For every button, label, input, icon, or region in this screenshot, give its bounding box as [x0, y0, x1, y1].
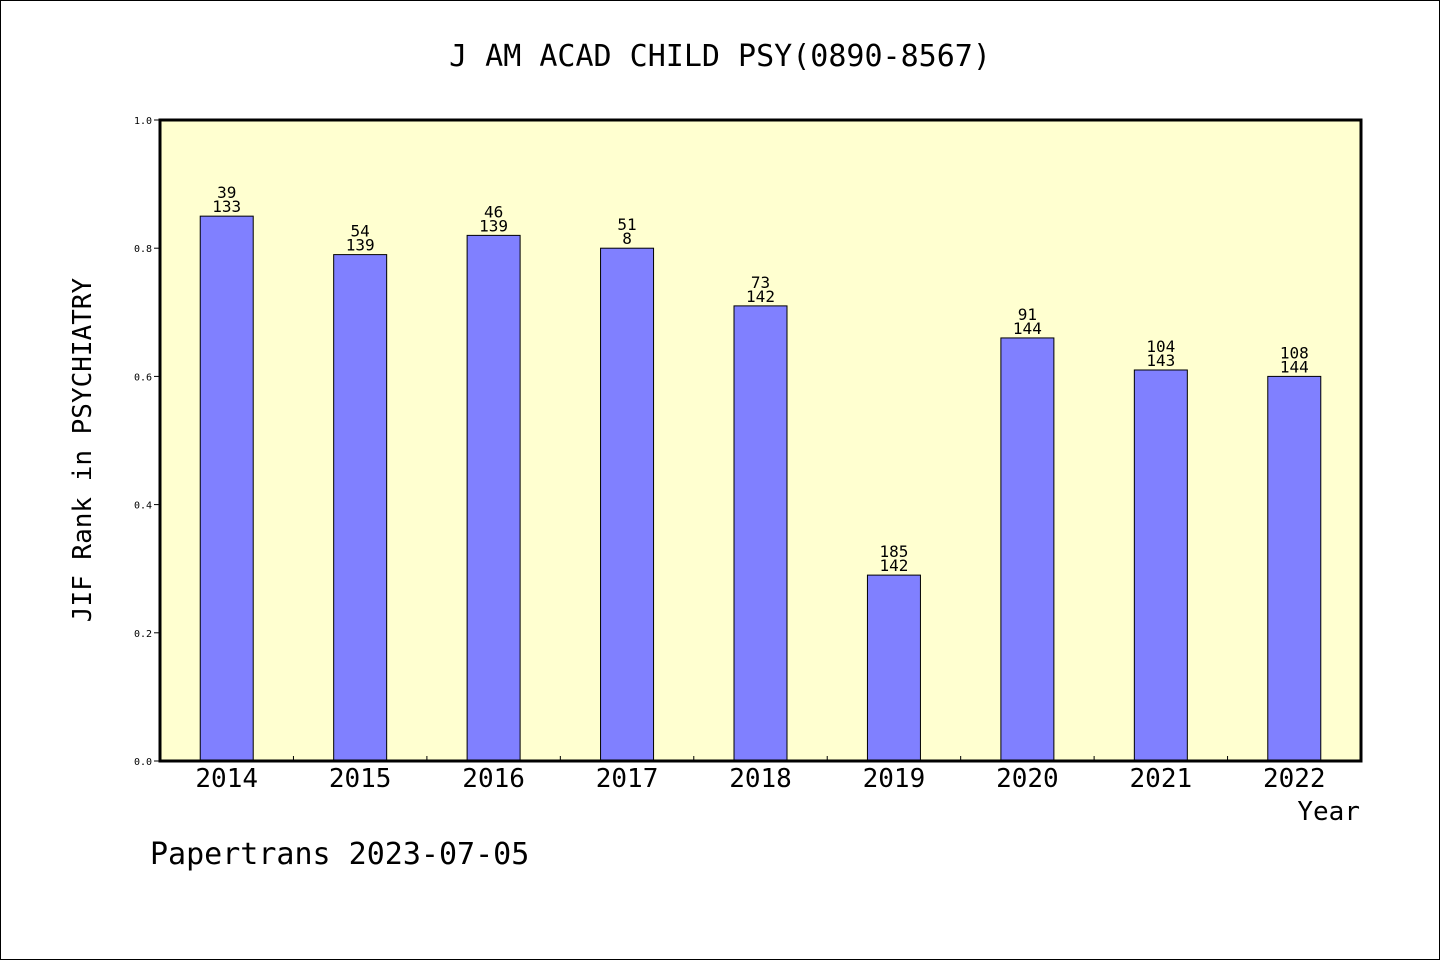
x-tick-label: 2014: [195, 764, 258, 794]
x-tick-label: 2021: [1130, 764, 1193, 794]
bar-label-top: 108: [1280, 343, 1309, 362]
x-tick-label: 2020: [996, 764, 1059, 794]
bar-label-bottom: 144: [1013, 319, 1042, 338]
bar-label-bottom: 142: [746, 287, 775, 306]
y-tick-label: 0.2: [134, 629, 152, 640]
bar: [1267, 375, 1322, 762]
bar: [333, 254, 388, 762]
bar: [466, 234, 521, 762]
bar-label-top: 185: [879, 542, 908, 561]
bar-label-bottom: 143: [1146, 351, 1175, 370]
bar-label-bottom: 8: [622, 229, 632, 248]
chart-title: J AM ACAD CHILD PSY(0890-8567): [449, 39, 991, 74]
bar: [866, 574, 921, 762]
y-tick-label: 0.6: [134, 372, 152, 383]
bar-label-top: 39: [217, 183, 236, 202]
bar-label-top: 51: [617, 215, 636, 234]
bar: [733, 305, 788, 762]
y-tick-label: 1.0: [134, 116, 152, 127]
x-tick-label: 2022: [1263, 764, 1326, 794]
bars: [199, 215, 1322, 762]
x-axis: 2014 2015 2016 2017 2018 2019 2020 2021 2022: [195, 756, 1326, 794]
bar-label-bottom: 133: [212, 197, 241, 216]
bar-label-top: 104: [1146, 337, 1175, 356]
y-tick-label: 0.8: [134, 244, 152, 255]
bar: [1000, 337, 1055, 762]
bar: [199, 215, 254, 762]
y-tick-label: 0.0: [134, 757, 152, 768]
bar-label-top: 46: [484, 202, 503, 221]
footer-credit: Papertrans 2023-07-05: [150, 837, 529, 872]
bar: [1133, 369, 1188, 762]
bar: [600, 247, 655, 762]
x-tick-label: 2017: [596, 764, 659, 794]
x-tick-label: 2015: [329, 764, 392, 794]
bar-label-top: 73: [751, 273, 770, 292]
bar-label-bottom: 144: [1280, 357, 1309, 376]
x-tick-label: 2018: [729, 764, 792, 794]
y-axis-label: JIF Rank in PSYCHIATRY: [68, 277, 98, 622]
x-tick-label: 2019: [863, 764, 926, 794]
x-tick-label: 2016: [462, 764, 525, 794]
bar-label-bottom: 142: [879, 556, 908, 575]
x-axis-label: Year: [1297, 797, 1360, 827]
bar-label-top: 91: [1018, 305, 1037, 324]
plot-frame: [158, 118, 1363, 763]
bar-label-bottom: 139: [479, 216, 508, 235]
y-tick-label: 0.4: [134, 501, 152, 512]
bar-label-top: 54: [351, 222, 370, 241]
bar-label-bottom: 139: [346, 236, 375, 255]
